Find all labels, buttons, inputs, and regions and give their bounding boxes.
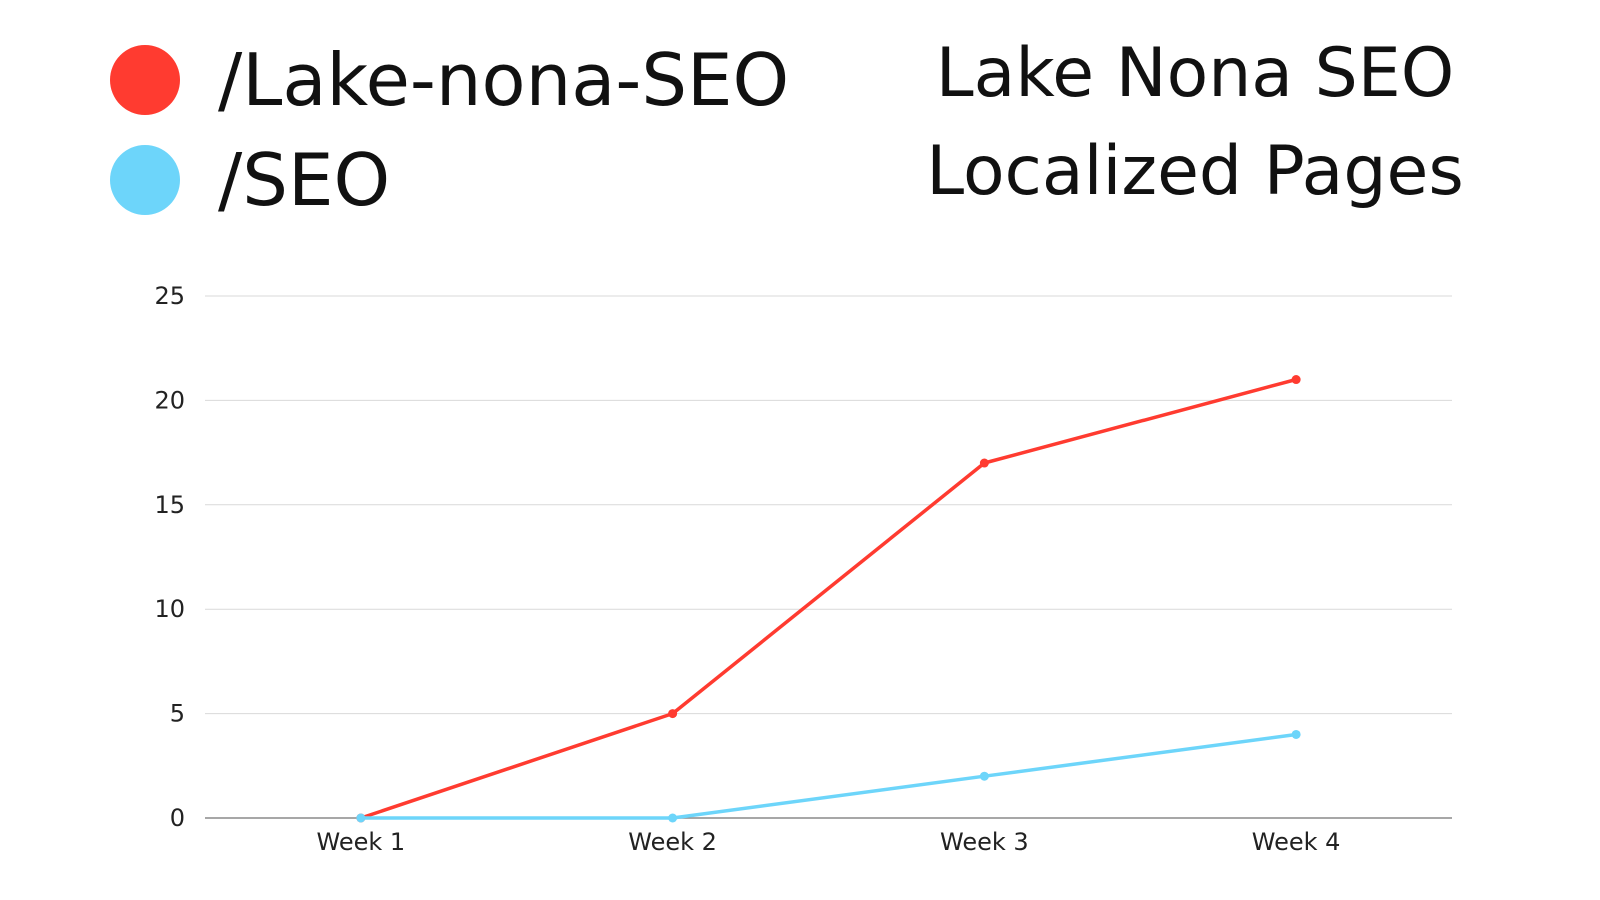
x-tick-label-3: Week 3 [940,828,1029,856]
legend-swatch-seo [110,145,180,215]
x-tick-label-4: Week 4 [1252,828,1341,856]
chart-title-line-1: Lake Nona SEO [935,34,1455,113]
data-point-seo-week-4 [1291,729,1301,739]
data-point-seo-week-2 [668,813,678,823]
data-point-lake-nona-seo-week-2 [668,709,678,719]
x-tick-label-2: Week 2 [628,828,717,856]
y-tick-label-5: 5 [170,700,185,728]
legend-label-lake-nona-seo: /Lake-nona-SEO [218,38,790,122]
y-tick-label-0: 0 [170,804,185,832]
data-point-seo-week-1 [356,813,366,823]
legend-item-lake-nona-seo: /Lake-nona-SEO [110,30,789,130]
chart-title: Lake Nona SEO Localized Pages [900,25,1490,221]
series-line-seo [359,732,1298,820]
series-line-lake-nona-seo [359,377,1298,820]
data-point-lake-nona-seo-week-3 [979,458,989,468]
chart-title-line-2: Localized Pages [926,132,1464,211]
legend-label-seo: /SEO [218,138,391,222]
legend-item-seo: /SEO [110,130,789,230]
y-tick-label-10: 10 [154,595,185,623]
data-point-seo-week-3 [979,771,989,781]
y-tick-label-20: 20 [154,386,185,414]
y-tick-label-25: 25 [154,282,185,310]
legend-swatch-lake-nona-seo [110,45,180,115]
y-tick-label-15: 15 [154,491,185,519]
data-point-lake-nona-seo-week-4 [1291,375,1301,385]
legend: /Lake-nona-SEO /SEO [110,30,789,230]
x-tick-label-1: Week 1 [317,828,406,856]
